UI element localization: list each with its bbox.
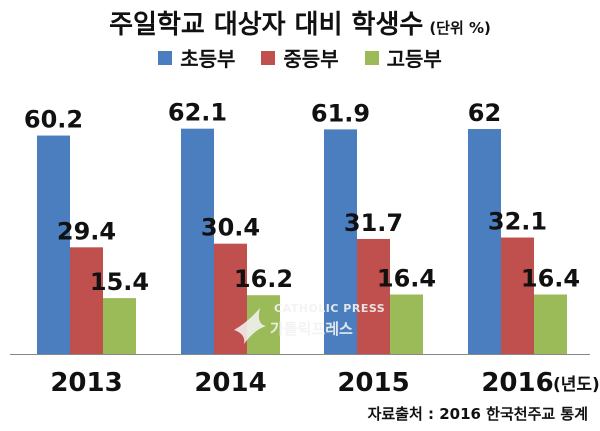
source-note: 자료출처 : 2016 한국천주교 통계 xyxy=(367,405,588,423)
legend-label-middle: 중등부 xyxy=(283,47,339,71)
legend-item-high: 고등부 xyxy=(364,43,442,72)
category-label-2016: 2016 xyxy=(481,368,553,398)
bar-elementary-2013 xyxy=(37,135,70,354)
unit-note: (단위 %) xyxy=(429,19,491,37)
bar-middle-2015 xyxy=(357,238,390,354)
x-axis-unit: (년도) xyxy=(553,375,600,395)
value-label-high-2016: 16.4 xyxy=(521,264,580,292)
chart-title-text: 주일학교 대상자 대비 학생수 xyxy=(109,10,424,40)
bar-high-2016 xyxy=(534,294,567,354)
legend: 초등부 중등부 고등부 xyxy=(0,43,600,72)
watermark-text-ko: 가톨릭프레스 xyxy=(270,320,353,338)
watermark: CATHOLIC PRESS 가톨릭프레스 xyxy=(230,300,390,346)
bar-elementary-2014 xyxy=(181,128,214,354)
value-label-elementary-2015: 61.9 xyxy=(311,99,370,127)
category-label-2014: 2014 xyxy=(194,368,266,398)
bar-high-2015 xyxy=(390,294,423,354)
bar-high-2013 xyxy=(103,298,136,354)
category-label-2013: 2013 xyxy=(50,368,122,398)
legend-swatch-middle xyxy=(261,50,276,65)
category-label-2015: 2015 xyxy=(337,368,409,398)
value-label-high-2015: 16.4 xyxy=(377,264,436,292)
bar-elementary-2016 xyxy=(468,129,501,354)
legend-label-high: 고등부 xyxy=(386,47,442,71)
value-label-middle-2016: 32.1 xyxy=(488,208,547,236)
value-label-elementary-2013: 60.2 xyxy=(24,106,83,134)
legend-swatch-elementary xyxy=(158,50,173,65)
dove-icon xyxy=(234,308,266,344)
value-label-high-2014: 16.2 xyxy=(234,265,293,293)
watermark-text-en: CATHOLIC PRESS xyxy=(274,302,386,315)
bar-middle-2014 xyxy=(214,243,247,354)
value-label-elementary-2016: 62 xyxy=(468,99,501,127)
legend-label-elementary: 초등부 xyxy=(180,47,236,71)
value-label-high-2013: 15.4 xyxy=(90,268,149,296)
bar-middle-2013 xyxy=(70,247,103,354)
bar-middle-2016 xyxy=(501,237,534,354)
value-label-middle-2014: 30.4 xyxy=(201,214,260,242)
bar-elementary-2015 xyxy=(324,129,357,354)
chart-title: 주일학교 대상자 대비 학생수 (단위 %) xyxy=(0,4,600,41)
value-label-middle-2015: 31.7 xyxy=(344,209,403,237)
legend-item-middle: 중등부 xyxy=(261,43,339,72)
value-label-middle-2013: 29.4 xyxy=(57,217,116,245)
legend-item-elementary: 초등부 xyxy=(158,43,235,72)
value-label-elementary-2014: 62.1 xyxy=(168,99,227,127)
legend-swatch-high xyxy=(364,50,379,65)
